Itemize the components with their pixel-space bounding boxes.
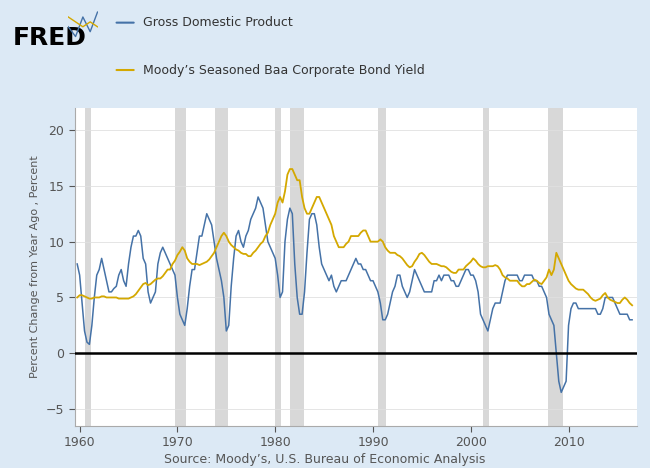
Bar [275, 108, 281, 426]
Text: Source: Moody’s, U.S. Bureau of Economic Analysis: Source: Moody’s, U.S. Bureau of Economic… [164, 453, 486, 466]
Bar [290, 108, 304, 426]
Bar [214, 108, 228, 426]
Bar [548, 108, 563, 426]
Bar [176, 108, 186, 426]
Bar [84, 108, 92, 426]
Y-axis label: Percent Change from Year Ago , Percent: Percent Change from Year Ago , Percent [31, 155, 40, 378]
Bar [378, 108, 385, 426]
Text: Gross Domestic Product: Gross Domestic Product [143, 16, 292, 29]
Text: Moody’s Seasoned Baa Corporate Bond Yield: Moody’s Seasoned Baa Corporate Bond Yiel… [143, 64, 424, 76]
Bar [482, 108, 489, 426]
Text: FRED: FRED [13, 26, 87, 50]
